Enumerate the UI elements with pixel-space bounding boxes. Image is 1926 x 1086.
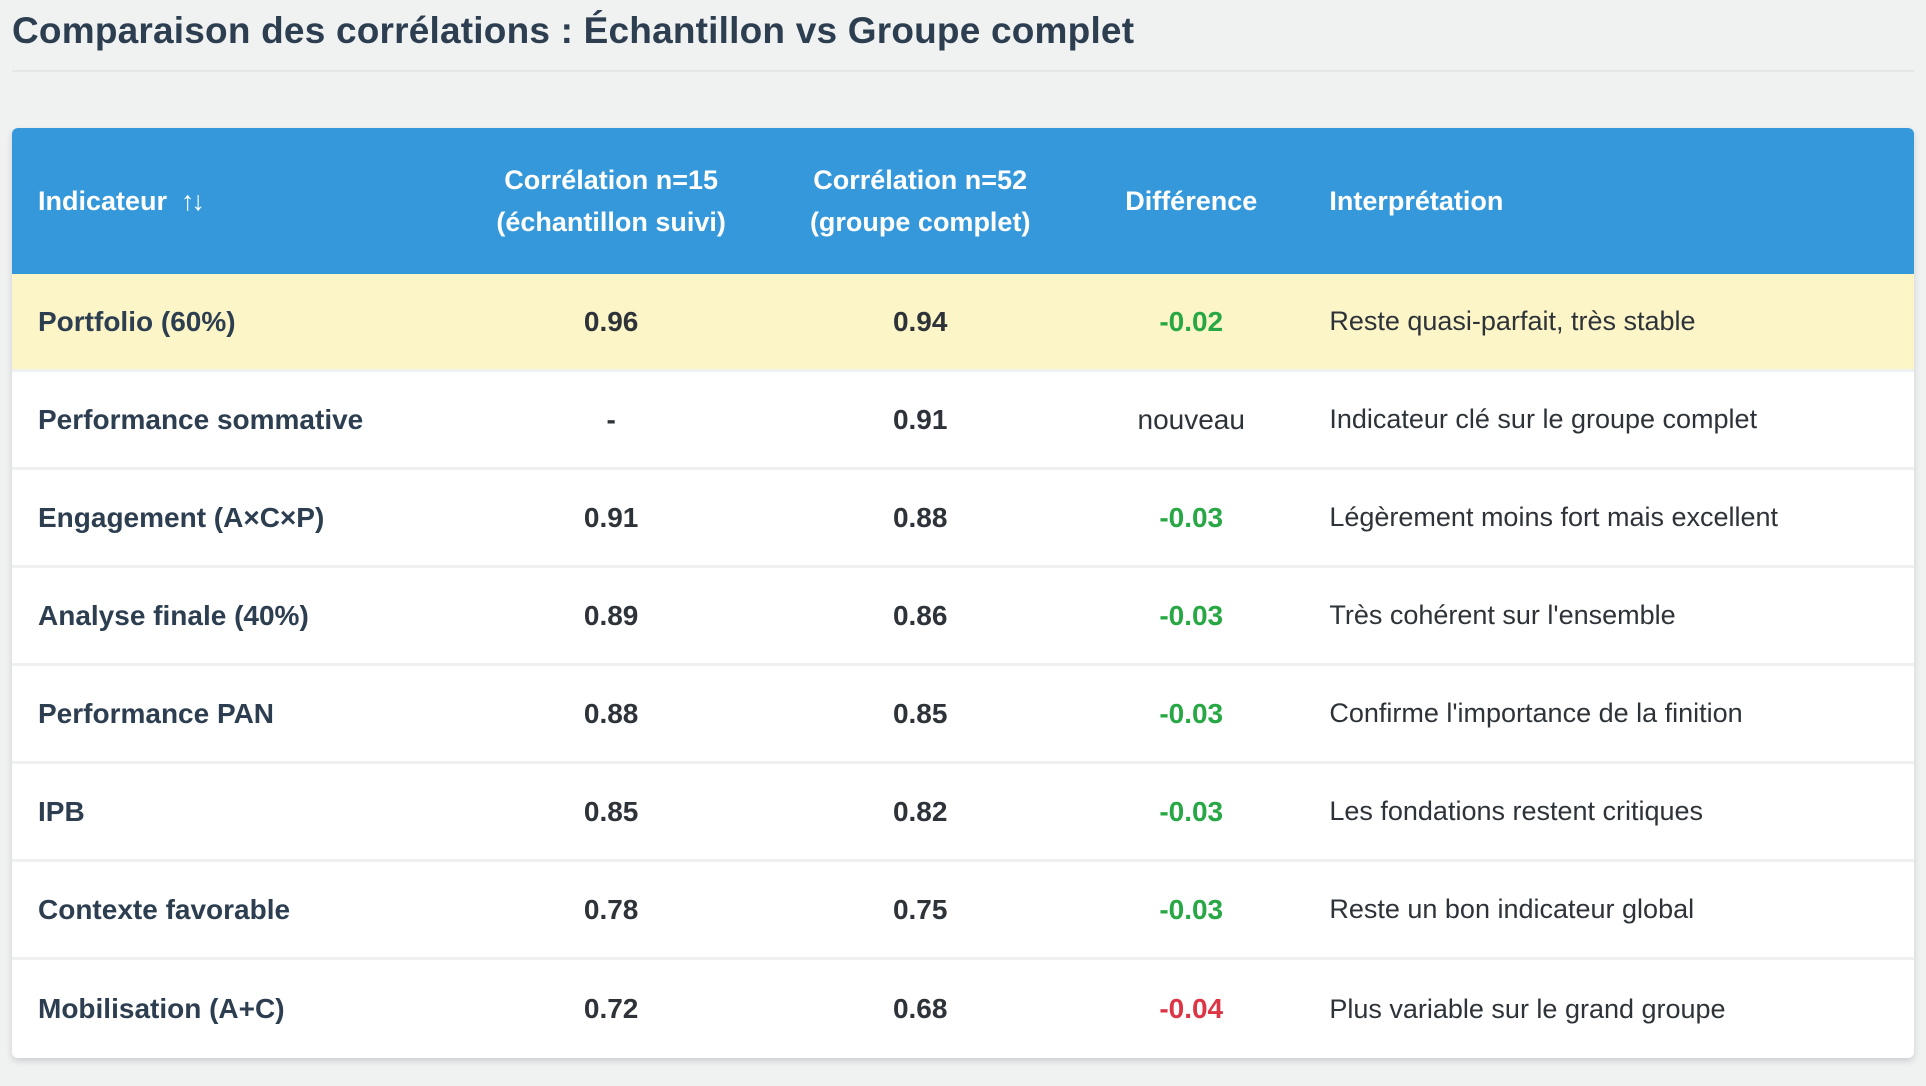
indicator-cell: Portfolio (60%): [12, 274, 459, 372]
corr-n52-cell: 0.82: [763, 764, 1078, 862]
corr-n52-cell: 0.88: [763, 470, 1078, 568]
interpretation-cell: Très cohérent sur l'ensemble: [1305, 568, 1914, 666]
indicator-cell: IPB: [12, 764, 459, 862]
page: Comparaison des corrélations : Échantill…: [12, 10, 1914, 1058]
corr-n15-cell: 0.88: [458, 666, 764, 764]
column-header-correlation-n52: Corrélation n=52 (groupe complet): [763, 128, 1078, 274]
column-header-correlation-n15: Corrélation n=15 (échantillon suivi): [458, 128, 764, 274]
corr-n52-cell: 0.91: [763, 372, 1078, 470]
indicator-cell: Performance PAN: [12, 666, 459, 764]
correlation-table: Indicateur ↑↓ Corrélation n=15 (échantill…: [12, 128, 1914, 1058]
difference-cell: -0.03: [1077, 568, 1306, 666]
difference-cell: nouveau: [1077, 372, 1306, 470]
corr-n52-cell: 0.86: [763, 568, 1078, 666]
difference-cell: -0.03: [1077, 666, 1306, 764]
difference-cell: -0.03: [1077, 862, 1306, 960]
interpretation-cell: Légèrement moins fort mais excellent: [1305, 470, 1914, 568]
table-row-mobilisation: Mobilisation (A+C) 0.72 0.68 -0.04 Plus …: [12, 960, 1914, 1058]
corr-n52-cell: 0.94: [763, 274, 1078, 372]
column-header-interpretation: Interprétation: [1305, 128, 1914, 274]
indicator-cell: Engagement (A×C×P): [12, 470, 459, 568]
table-row-engagement: Engagement (A×C×P) 0.91 0.88 -0.03 Légèr…: [12, 470, 1914, 568]
indicator-cell: Mobilisation (A+C): [38, 993, 285, 1024]
sort-arrows-icon[interactable]: ↑↓: [181, 185, 205, 216]
corr-n15-cell: 0.96: [458, 274, 764, 372]
title-divider: [12, 70, 1914, 72]
table-row-performance-pan: Performance PAN 0.88 0.85 -0.03 Confirme…: [12, 666, 1914, 764]
difference-cell: -0.03: [1077, 764, 1306, 862]
column-header-correlation-n52-label: Corrélation n=52: [813, 165, 1028, 195]
corr-n52-cell: 0.68: [892, 993, 948, 1024]
indicator-cell: Performance sommative: [12, 372, 459, 470]
table-row-portfolio: Portfolio (60%) 0.96 0.94 -0.02 Reste qu…: [12, 274, 1914, 372]
column-header-correlation-n15-label: Corrélation n=15: [504, 165, 719, 195]
corr-n15-cell: 0.85: [458, 764, 764, 862]
column-header-difference: Différence: [1077, 128, 1306, 274]
difference-cell: -0.02: [1077, 274, 1306, 372]
interpretation-cell: Confirme l'importance de la finition: [1305, 666, 1914, 764]
corr-n15-cell: 0.89: [458, 568, 764, 666]
correlation-table-card: Indicateur ↑↓ Corrélation n=15 (échantill…: [12, 128, 1914, 1058]
column-header-correlation-n15-sublabel: (échantillon suivi): [496, 207, 726, 237]
corr-n52-cell: 0.85: [763, 666, 1078, 764]
interpretation-cell: Plus variable sur le grand groupe: [1329, 993, 1726, 1024]
difference-cell: -0.03: [1077, 470, 1306, 568]
table-row-analyse-finale: Analyse finale (40%) 0.89 0.86 -0.03 Trè…: [12, 568, 1914, 666]
corr-n52-cell: 0.75: [763, 862, 1078, 960]
header-row: Indicateur ↑↓ Corrélation n=15 (échantill…: [12, 128, 1914, 274]
table-row-ipb: IPB 0.85 0.82 -0.03 Les fondations reste…: [12, 764, 1914, 862]
interpretation-cell: Indicateur clé sur le groupe complet: [1305, 372, 1914, 470]
interpretation-cell: Les fondations restent critiques: [1305, 764, 1914, 862]
indicator-cell: Analyse finale (40%): [12, 568, 459, 666]
corr-n15-cell: 0.78: [458, 862, 764, 960]
page-title: Comparaison des corrélations : Échantill…: [12, 10, 1135, 51]
interpretation-cell: Reste quasi-parfait, très stable: [1305, 274, 1914, 372]
corr-n15-cell: 0.91: [458, 470, 764, 568]
interpretation-cell: Reste un bon indicateur global: [1305, 862, 1914, 960]
column-header-indicateur[interactable]: Indicateur ↑↓: [12, 128, 459, 274]
column-header-correlation-n52-sublabel: (groupe complet): [809, 207, 1031, 237]
column-header-indicateur-label: Indicateur: [38, 185, 168, 216]
table-row-performance-sommative: Performance sommative - 0.91 nouveau Ind…: [12, 372, 1914, 470]
indicator-cell: Contexte favorable: [12, 862, 459, 960]
corr-n15-cell: 0.72: [583, 993, 639, 1024]
difference-cell: -0.04: [1159, 993, 1224, 1024]
corr-n15-cell: -: [458, 372, 764, 470]
table-row-contexte-favorable: Contexte favorable 0.78 0.75 -0.03 Reste…: [12, 862, 1914, 960]
